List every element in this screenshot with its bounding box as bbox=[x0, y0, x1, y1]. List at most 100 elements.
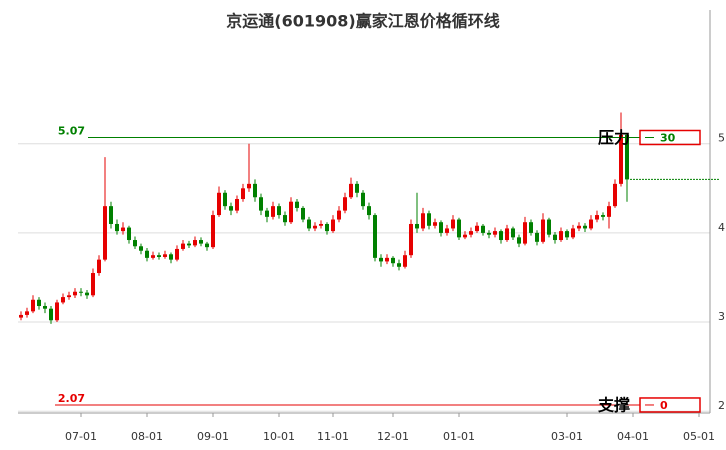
candle-body bbox=[601, 215, 605, 217]
candle-body bbox=[361, 192, 365, 207]
x-tick-label: 12-01 bbox=[377, 430, 409, 443]
x-tick-label: 05-01 bbox=[683, 430, 715, 443]
x-tick-label: 08-01 bbox=[131, 430, 163, 443]
x-tick-label: 04-01 bbox=[617, 430, 649, 443]
candle-body bbox=[511, 228, 515, 238]
candle-body bbox=[187, 243, 191, 246]
candle-body bbox=[31, 299, 35, 312]
candle-body bbox=[181, 243, 185, 249]
candle-body bbox=[229, 206, 233, 211]
candle-body bbox=[283, 215, 287, 223]
candle-body bbox=[535, 232, 539, 242]
candle-body bbox=[73, 291, 77, 296]
candle-body bbox=[145, 250, 149, 258]
candle-body bbox=[355, 183, 359, 193]
candle-body bbox=[259, 197, 263, 211]
candle-body bbox=[37, 299, 41, 307]
candle-body bbox=[469, 231, 473, 235]
y-tick-label: 5 bbox=[718, 132, 725, 145]
candle-body bbox=[139, 246, 143, 251]
candle-body bbox=[373, 215, 377, 258]
candle-body bbox=[403, 255, 407, 267]
candle-body bbox=[541, 219, 545, 242]
candle-body bbox=[427, 213, 431, 226]
candle-body bbox=[295, 201, 299, 208]
candle-body bbox=[589, 219, 593, 229]
y-tick-label: 3 bbox=[718, 310, 725, 323]
candle-body bbox=[343, 197, 347, 211]
x-tick-label: 07-01 bbox=[65, 430, 97, 443]
x-tick-label: 01-01 bbox=[443, 430, 475, 443]
candle-body bbox=[307, 219, 311, 229]
candle-body bbox=[253, 183, 257, 198]
support-box bbox=[639, 397, 701, 413]
candle-body bbox=[481, 225, 485, 233]
candle-body bbox=[25, 311, 29, 315]
candle-body bbox=[97, 259, 101, 274]
candle-body bbox=[337, 210, 341, 220]
resistance-box bbox=[639, 129, 701, 146]
candle-body bbox=[451, 219, 455, 229]
candle-body bbox=[91, 273, 95, 296]
support-tag: 支撑 bbox=[597, 395, 630, 414]
candle-body bbox=[391, 257, 395, 264]
candle-body bbox=[553, 234, 557, 241]
x-tick-label: 10-01 bbox=[263, 430, 295, 443]
candle-body bbox=[547, 219, 551, 235]
x-tick-label: 09-01 bbox=[197, 430, 229, 443]
candle-body bbox=[499, 231, 503, 241]
candle-body bbox=[613, 183, 617, 207]
candle-body bbox=[397, 263, 401, 267]
x-tick-label: 03-01 bbox=[551, 430, 583, 443]
candle-body bbox=[445, 228, 449, 233]
candle-body bbox=[565, 231, 569, 238]
candle-body bbox=[577, 225, 581, 229]
candle-body bbox=[157, 255, 161, 257]
candle-body bbox=[559, 231, 563, 241]
resistance-tag: 压力 bbox=[598, 128, 630, 147]
candle-body bbox=[205, 243, 209, 248]
candle-body bbox=[133, 240, 137, 247]
candle-body bbox=[517, 237, 521, 244]
candle-body bbox=[487, 232, 491, 235]
candle-body bbox=[529, 222, 533, 233]
candle-body bbox=[625, 134, 629, 180]
candle-body bbox=[271, 206, 275, 217]
candle-body bbox=[313, 225, 317, 229]
candle-body bbox=[409, 223, 413, 256]
y-tick-label: 4 bbox=[718, 221, 725, 234]
candle-body bbox=[475, 225, 479, 232]
resistance-count: 30 bbox=[660, 131, 676, 144]
candle-body bbox=[79, 291, 83, 293]
candle-body bbox=[85, 292, 89, 296]
candle-body bbox=[571, 228, 575, 238]
candle-body bbox=[109, 206, 113, 224]
candle-body bbox=[523, 222, 527, 244]
candle-body bbox=[493, 231, 497, 235]
candle-body bbox=[67, 295, 71, 298]
candle-body bbox=[115, 223, 119, 232]
candle-body bbox=[247, 183, 251, 189]
candle-body bbox=[235, 199, 239, 211]
candle-body bbox=[265, 210, 269, 217]
candle-body bbox=[433, 222, 437, 226]
candle-body bbox=[223, 192, 227, 207]
candle-body bbox=[331, 219, 335, 232]
candle-body bbox=[325, 223, 329, 232]
candle-body bbox=[175, 248, 179, 260]
candle-body bbox=[103, 206, 107, 260]
candle-body bbox=[439, 222, 443, 233]
candle-body bbox=[163, 254, 167, 257]
candle-body bbox=[421, 213, 425, 229]
candle-body bbox=[619, 134, 623, 184]
candle-body bbox=[61, 297, 65, 303]
candle-body bbox=[121, 227, 125, 232]
candle-body bbox=[385, 257, 389, 262]
candle-body bbox=[19, 314, 23, 318]
candle-body bbox=[193, 240, 197, 246]
candle-body bbox=[349, 183, 353, 198]
candle-body bbox=[505, 228, 509, 241]
candle-body bbox=[457, 219, 461, 238]
candle-body bbox=[607, 206, 611, 217]
